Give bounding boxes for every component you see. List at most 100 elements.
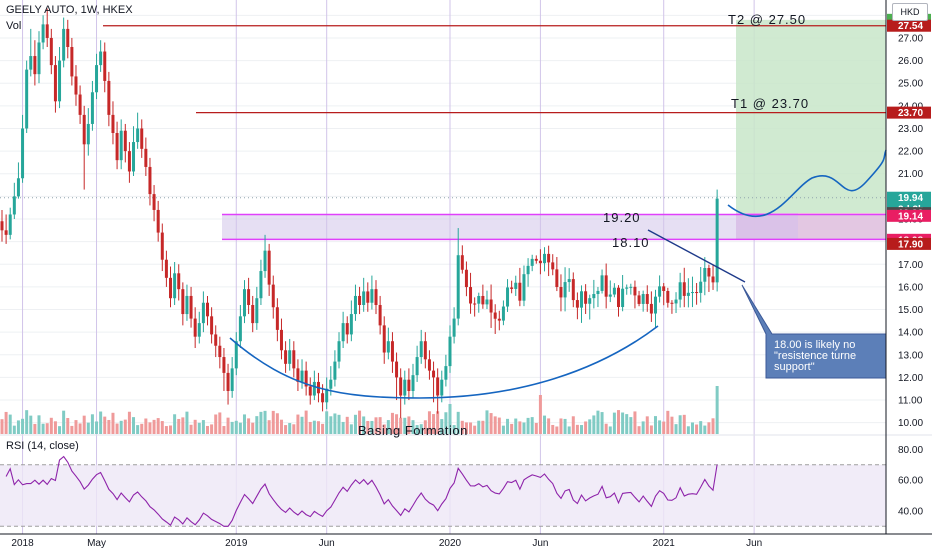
candle-body xyxy=(497,318,501,321)
volume-bar xyxy=(70,425,74,434)
candle-body xyxy=(169,277,173,299)
volume-bar xyxy=(444,412,448,434)
candle-body xyxy=(538,260,542,264)
volume-bar xyxy=(497,417,501,434)
candle-body xyxy=(82,114,86,145)
candle-body xyxy=(469,287,473,304)
candle-body xyxy=(584,291,588,304)
candle-body xyxy=(407,379,411,391)
rsi-tick-label: 60.00 xyxy=(898,476,923,487)
volume-bar xyxy=(530,417,534,434)
candle-body xyxy=(140,128,144,149)
volume-bar xyxy=(0,419,4,434)
volume-bar xyxy=(378,417,382,434)
candle-body xyxy=(510,287,514,289)
volume-bar xyxy=(345,416,349,434)
volume-bar xyxy=(584,421,588,434)
volume-bar xyxy=(427,411,431,434)
volume-bar xyxy=(230,421,234,434)
time-tick-label: Jun xyxy=(746,538,762,549)
candle-body xyxy=(49,37,53,66)
volume-bar xyxy=(296,414,300,434)
volume-bar xyxy=(596,410,600,434)
price-level-label: 27.54 xyxy=(898,21,923,32)
price-tick-label: 11.00 xyxy=(898,396,923,407)
volume-bar xyxy=(279,419,283,434)
callout-text-line: 18.00 is likely no xyxy=(774,339,855,351)
candle-body xyxy=(559,287,563,298)
volume-bar xyxy=(99,411,103,434)
candle-body xyxy=(103,51,107,81)
candle-body xyxy=(345,323,349,335)
candle-body xyxy=(432,370,436,378)
volume-bar xyxy=(662,421,666,434)
volume-bar xyxy=(407,416,411,434)
candle-body xyxy=(715,198,719,283)
candle-body xyxy=(86,123,90,145)
trendline xyxy=(647,229,746,283)
price-tick-label: 25.00 xyxy=(898,79,923,90)
volume-bar xyxy=(247,418,251,434)
volume-bar xyxy=(612,412,616,434)
candle-body xyxy=(600,275,604,291)
volume-bar xyxy=(197,422,201,434)
volume-bar xyxy=(144,418,148,434)
candle-body xyxy=(33,56,37,75)
volume-bar xyxy=(477,420,481,434)
price-tick-label: 15.00 xyxy=(898,305,923,316)
volume-bar xyxy=(452,425,456,434)
volume-bar xyxy=(284,425,288,434)
candle-body xyxy=(452,318,456,337)
volume-bar xyxy=(666,410,670,434)
candle-body xyxy=(436,377,440,396)
volume-bar xyxy=(103,416,107,434)
candle-body xyxy=(152,194,156,210)
price-tick-label: 17.00 xyxy=(898,260,923,271)
volume-bar xyxy=(518,421,522,434)
candle-body xyxy=(366,291,370,303)
candle-body xyxy=(649,303,653,314)
volume-bar xyxy=(300,416,304,434)
candle-body xyxy=(403,379,407,396)
candle-body xyxy=(674,299,678,304)
candle-body xyxy=(300,370,304,382)
chart-title: GEELY AUTO, 1W, HKEX xyxy=(6,4,133,16)
candle-body xyxy=(234,341,238,369)
price-tick-label: 23.00 xyxy=(898,124,923,135)
volume-bar xyxy=(456,411,460,434)
price-level-label: 17.90 xyxy=(898,239,923,250)
volume-bar xyxy=(403,417,407,434)
volume-bar xyxy=(411,420,415,434)
candle-body xyxy=(58,60,62,102)
volume-bar xyxy=(62,410,66,434)
candle-body xyxy=(115,133,119,161)
volume-bar xyxy=(690,422,694,434)
volume-bar xyxy=(222,426,226,434)
candle-body xyxy=(703,267,707,282)
volume-bar xyxy=(440,419,444,434)
volume-bar xyxy=(201,420,205,434)
candle-body xyxy=(242,289,246,317)
volume-bar xyxy=(592,415,596,434)
volume-bar xyxy=(41,423,45,434)
volume-bar xyxy=(181,417,185,434)
candle-body xyxy=(90,92,94,124)
currency-button[interactable]: HKD xyxy=(892,3,928,21)
candle-body xyxy=(637,295,641,304)
volume-bar xyxy=(74,420,78,434)
volume-bar xyxy=(4,411,8,434)
volume-bar xyxy=(670,416,674,434)
candle-body xyxy=(588,298,592,304)
projection-curve xyxy=(727,149,887,218)
volume-bar xyxy=(686,426,690,434)
volume-bar xyxy=(132,417,136,434)
rsi-tick-label: 40.00 xyxy=(898,506,923,517)
candle-body xyxy=(173,273,177,299)
volume-bar xyxy=(711,418,715,434)
volume-bar xyxy=(78,423,82,434)
price-tick-label: 10.00 xyxy=(898,418,923,429)
candle-body xyxy=(218,345,222,358)
candle-body xyxy=(608,294,612,297)
